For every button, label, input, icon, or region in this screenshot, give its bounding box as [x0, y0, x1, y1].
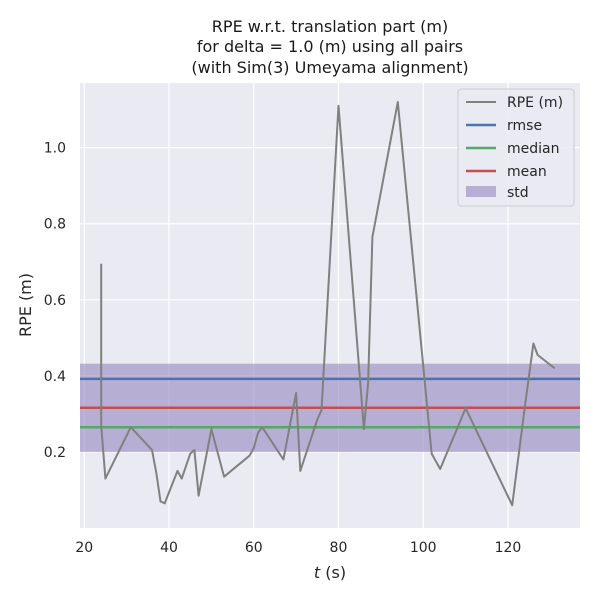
x-tick-label-5: 120 — [495, 540, 522, 556]
x-tick-label-2: 60 — [245, 540, 263, 556]
y-tick-label-3: 0.8 — [44, 217, 66, 233]
y-tick-label-1: 0.4 — [44, 369, 66, 385]
x-axis-label-var: t — [314, 563, 321, 582]
legend-label-rpe: RPE (m) — [507, 95, 563, 111]
stat-lines — [80, 377, 580, 429]
y-tick-labels: 0.2 0.4 0.6 0.8 1.0 — [44, 141, 66, 461]
title-line-3: (with Sim(3) Umeyama alignment) — [191, 58, 468, 77]
x-axis-label-unit: (s) — [320, 563, 346, 582]
legend-label-median: median — [507, 141, 559, 157]
x-tick-label-0: 20 — [75, 540, 93, 556]
legend-label-mean: mean — [507, 164, 547, 180]
legend-label-std: std — [507, 185, 529, 201]
x-tick-label-4: 100 — [410, 540, 437, 556]
series-line-0 — [100, 101, 556, 507]
legend-box — [457, 88, 575, 207]
y-tick-label-2: 0.6 — [44, 293, 66, 309]
title-line-2: for delta = 1.0 (m) using all pairs — [197, 37, 463, 56]
x-tick-label-1: 40 — [160, 540, 178, 556]
y-tick-label-0: 0.2 — [44, 445, 66, 461]
legend-swatch-std — [466, 186, 496, 197]
title-line-1: RPE w.r.t. translation part (m) — [212, 17, 448, 36]
legend-label-rmse: rmse — [507, 118, 542, 134]
x-tick-label-3: 80 — [330, 540, 348, 556]
chart-title: RPE w.r.t. translation part (m) for delt… — [191, 17, 468, 77]
series-layer — [100, 101, 556, 507]
y-axis-label: RPE (m) — [16, 273, 35, 337]
y-tick-label-4: 1.0 — [44, 141, 66, 157]
x-axis-label: t (s) — [314, 563, 346, 582]
legend: RPE (m) rmse median mean std — [457, 88, 575, 207]
x-tick-labels: 20 40 60 80 100 120 — [75, 540, 521, 556]
